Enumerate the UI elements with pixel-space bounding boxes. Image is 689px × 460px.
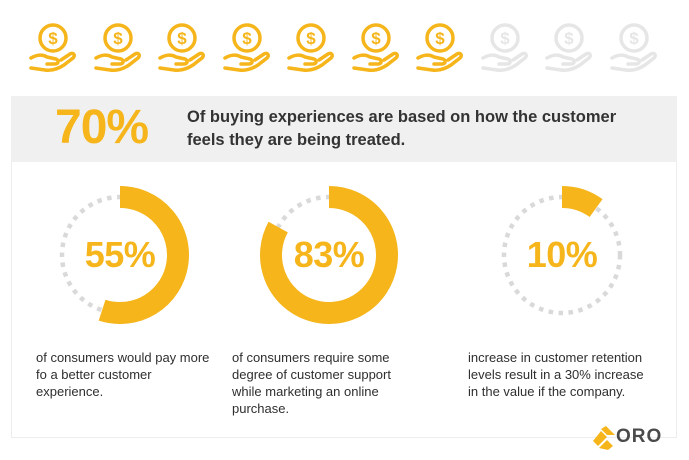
- stat-description: of consumers require some degree of cust…: [232, 350, 391, 416]
- svg-text:$: $: [564, 29, 574, 48]
- hand-holding-dollar-icon: $: [609, 22, 659, 74]
- hand-holding-dollar-icon: $: [544, 22, 594, 74]
- stat-value: 55%: [84, 234, 156, 275]
- stat-value: 83%: [293, 234, 365, 275]
- hand-holding-dollar-icon: $: [415, 22, 465, 74]
- oro-logo: ORO: [592, 423, 682, 453]
- hand-holding-dollar-icon: $: [222, 22, 272, 74]
- ring-value-arc: [561, 186, 603, 218]
- icon-row: $ $ $ $ $ $ $ $ $ $: [28, 22, 668, 78]
- hand-holding-dollar-icon: $: [480, 22, 530, 74]
- headline-percent: 70%: [55, 101, 149, 154]
- svg-text:$: $: [629, 29, 639, 48]
- donut-chart: [501, 186, 623, 316]
- stat-description: increase in customer retention levels re…: [468, 350, 644, 399]
- stat-value: 10%: [526, 234, 598, 275]
- svg-text:$: $: [48, 29, 58, 48]
- svg-text:$: $: [242, 29, 252, 48]
- hand-holding-dollar-icon: $: [93, 22, 143, 74]
- ring-value-arc: [98, 186, 189, 324]
- headline-banner: [11, 96, 677, 162]
- headline-text: Of buying experiences are based on how t…: [187, 108, 617, 149]
- hand-holding-dollar-icon: $: [157, 22, 207, 74]
- stat-ring-55: 55%: [50, 185, 190, 325]
- svg-text:$: $: [306, 29, 316, 48]
- svg-text:$: $: [113, 29, 123, 48]
- stat-ring-10: 10%: [492, 185, 632, 325]
- ring-value-arc: [260, 186, 398, 324]
- hand-holding-dollar-icon: $: [286, 22, 336, 74]
- donut-chart: [59, 186, 189, 324]
- svg-text:$: $: [435, 29, 445, 48]
- donut-chart: [260, 186, 398, 324]
- oro-logo-text: ORO: [616, 426, 663, 447]
- hand-holding-dollar-icon: $: [351, 22, 401, 74]
- stat-ring-83: 83%: [259, 185, 399, 325]
- svg-text:$: $: [371, 29, 381, 48]
- hand-holding-dollar-icon: $: [28, 22, 78, 74]
- oro-logo-icon: [593, 426, 615, 450]
- svg-text:$: $: [177, 29, 187, 48]
- stat-description: of consumers would pay more fo a better …: [36, 350, 210, 399]
- svg-text:$: $: [500, 29, 510, 48]
